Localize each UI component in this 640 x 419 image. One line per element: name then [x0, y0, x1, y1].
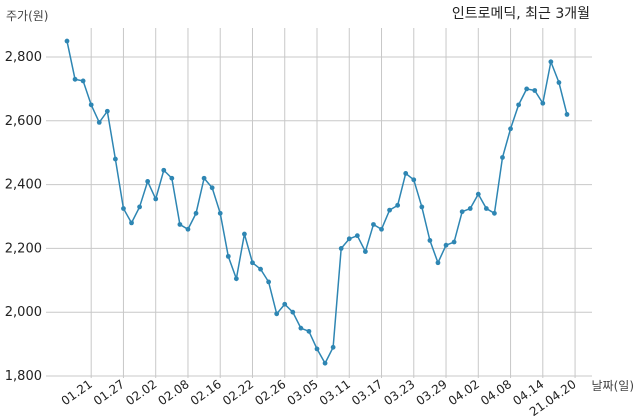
data-point [193, 210, 199, 216]
data-point [492, 210, 497, 216]
data-point [298, 325, 304, 331]
data-point [258, 266, 263, 272]
data-point [306, 328, 312, 334]
data-point [451, 239, 457, 245]
data-point [346, 236, 352, 242]
vertical-gridlines [90, 28, 576, 378]
data-point [290, 309, 296, 315]
x-tick-label: 03.23 [381, 377, 417, 408]
data-point [500, 155, 505, 160]
data-point [242, 231, 247, 237]
data-point [483, 206, 489, 211]
data-point [354, 233, 360, 239]
data-point [250, 260, 255, 266]
y-tick-label: 2,400 [5, 178, 42, 193]
y-tick-label: 1,800 [5, 369, 42, 384]
x-tick-label: 02.08 [156, 377, 192, 408]
data-point [177, 222, 183, 227]
data-point [153, 196, 159, 202]
data-point [145, 179, 151, 184]
chart-title: 인트로메딕, 최근 3개월 [452, 6, 590, 22]
x-tick-label: 02.02 [123, 377, 159, 408]
horizontal-gridlines [46, 56, 592, 377]
data-point [96, 119, 102, 125]
x-tick-label: 02.16 [188, 377, 224, 408]
x-tick-label: 01.21 [59, 377, 95, 408]
data-point [88, 102, 94, 108]
x-tick-label: 03.05 [285, 377, 321, 408]
data-point [314, 346, 320, 352]
data-point [371, 222, 376, 227]
data-points [64, 38, 570, 366]
x-tick-label: 03.17 [349, 377, 385, 408]
y-tick-label: 2,800 [5, 50, 42, 65]
x-tick-label: 04.02 [446, 377, 482, 408]
data-point [524, 86, 530, 92]
data-point [435, 260, 441, 266]
data-point [209, 185, 215, 191]
x-tick-label: 04.08 [478, 377, 514, 408]
data-point [548, 59, 554, 65]
data-point [556, 80, 562, 85]
data-point [80, 78, 86, 84]
data-point [322, 360, 328, 366]
data-point [387, 207, 392, 213]
data-point [112, 156, 118, 162]
y-tick-label: 2,600 [5, 114, 42, 129]
y-axis-title: 주가(원) [6, 9, 48, 23]
data-point [266, 279, 272, 285]
data-point [169, 175, 175, 181]
data-point [121, 206, 126, 211]
data-point [137, 204, 142, 210]
data-point [403, 171, 409, 176]
y-tick-label: 2,000 [5, 305, 42, 320]
data-point [217, 210, 223, 216]
data-point [129, 220, 134, 226]
data-point [282, 301, 288, 307]
data-point [508, 126, 513, 132]
data-point [395, 202, 401, 208]
data-point [475, 191, 481, 197]
data-point [540, 100, 546, 106]
data-point [225, 253, 231, 259]
x-tick-label: 03.29 [414, 377, 450, 408]
x-axis-title: 날짜(일) [592, 379, 634, 393]
data-point [564, 112, 570, 117]
data-point [379, 226, 384, 232]
data-point [338, 246, 344, 251]
data-point [362, 249, 368, 254]
data-point [233, 276, 239, 282]
data-point [64, 38, 70, 44]
data-point [419, 204, 425, 210]
data-point [185, 226, 191, 232]
y-tick-label: 2,200 [5, 241, 42, 256]
data-point [104, 108, 110, 114]
x-tick-label: 02.26 [252, 377, 288, 408]
data-point [72, 76, 78, 82]
data-point [467, 206, 473, 211]
data-point [330, 344, 336, 350]
data-point [201, 175, 207, 181]
data-point [161, 167, 167, 173]
x-tick-label: 03.11 [317, 377, 353, 408]
data-point [532, 88, 538, 93]
data-point [459, 209, 465, 215]
data-point [274, 311, 280, 317]
x-tick-label: 01.27 [91, 377, 127, 408]
x-axis-tick-labels: 01.2101.2702.0202.0802.1602.2202.2603.05… [59, 377, 579, 419]
data-point [411, 177, 417, 183]
data-point [427, 238, 433, 243]
data-point [443, 242, 449, 248]
x-tick-label: 02.22 [220, 377, 256, 408]
y-axis-tick-labels: 1,800 2,000 2,200 2,400 2,600 2,800 [5, 50, 42, 384]
data-point [516, 102, 522, 108]
